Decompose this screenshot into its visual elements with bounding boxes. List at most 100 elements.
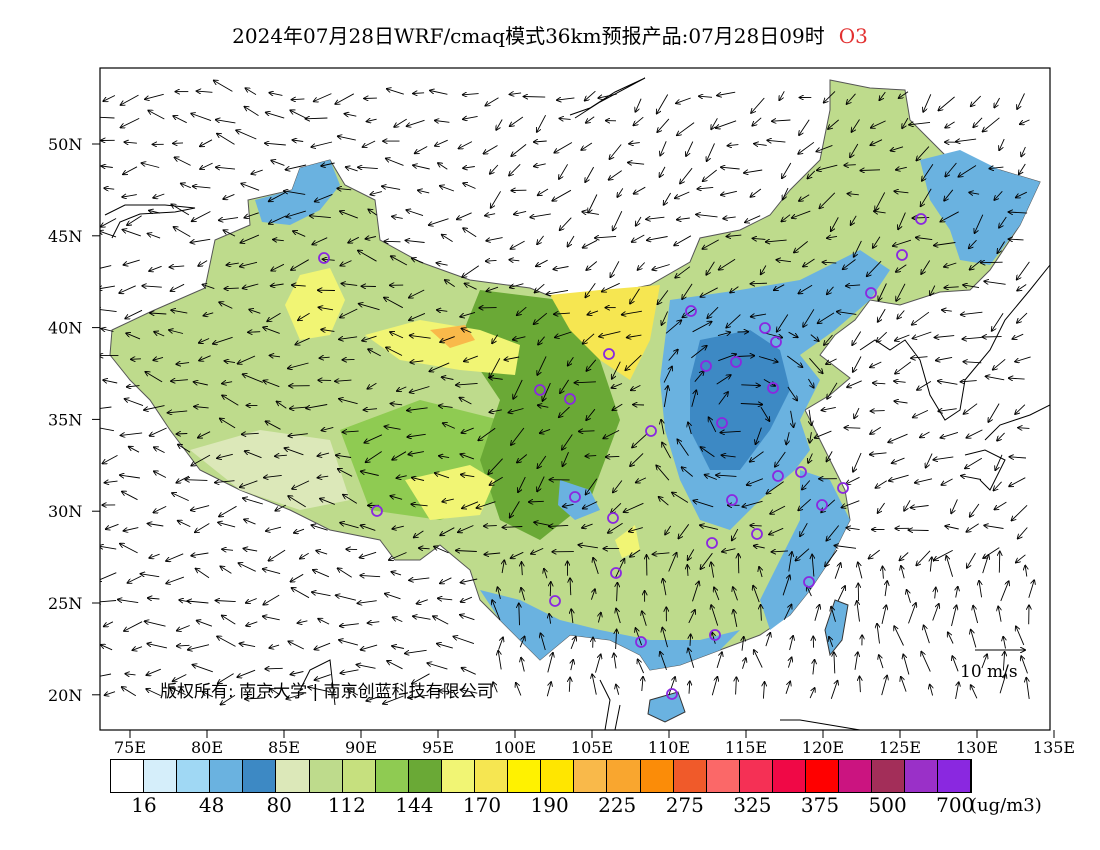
wind-vector xyxy=(171,310,188,313)
wind-vector xyxy=(516,683,522,696)
wind-vector xyxy=(846,285,861,286)
wind-vector xyxy=(126,333,141,340)
wind-vector xyxy=(1021,656,1028,674)
colorbar-tick-label: 16 xyxy=(131,793,157,817)
wind-vector xyxy=(103,380,118,383)
wind-vector xyxy=(518,476,526,492)
wind-vector xyxy=(298,621,308,623)
colorbar-tick-label: 375 xyxy=(800,793,840,817)
wind-vector xyxy=(410,335,431,338)
wind-vector xyxy=(624,502,644,512)
wind-vector xyxy=(662,443,671,459)
wind-vector xyxy=(786,432,789,444)
wind-vector xyxy=(579,431,595,432)
wind-vector xyxy=(390,496,403,499)
hainan-island xyxy=(647,691,686,723)
wind-vector xyxy=(485,214,496,216)
wind-vector xyxy=(314,93,332,102)
wind-vector xyxy=(168,411,188,413)
wind-vector xyxy=(554,142,573,153)
wind-vector xyxy=(609,144,622,160)
colorbar-tick-label: 112 xyxy=(327,793,366,817)
wind-vector xyxy=(911,506,929,508)
wind-vector xyxy=(711,562,714,578)
wind-vector xyxy=(783,605,791,620)
wind-vector xyxy=(738,554,739,574)
wind-vector xyxy=(319,307,334,310)
wind-vector xyxy=(405,649,427,653)
wind-vector xyxy=(942,310,952,311)
wind-vector xyxy=(127,215,142,225)
wind-vector xyxy=(999,674,1006,694)
wind-vector xyxy=(105,481,118,483)
wind-vector xyxy=(1017,312,1028,323)
colorbar-swatch xyxy=(177,760,211,792)
wind-vector xyxy=(241,234,260,243)
wind-vector xyxy=(410,386,430,393)
wind-vector xyxy=(225,361,236,363)
wind-vector xyxy=(437,310,448,311)
wind-vector xyxy=(213,336,233,344)
wind-vector xyxy=(245,107,259,116)
wind-vector xyxy=(358,251,377,262)
wind-vector xyxy=(174,227,191,237)
wind-vector xyxy=(492,334,498,344)
wind-vector xyxy=(659,497,669,506)
wind-vector xyxy=(614,653,616,669)
wind-vector xyxy=(243,498,263,505)
wind-vector xyxy=(537,455,547,468)
wind-vector xyxy=(318,453,330,456)
wind-vector xyxy=(534,164,546,167)
wind-vector xyxy=(463,94,479,95)
wind-vector xyxy=(392,646,404,649)
wind-vector xyxy=(822,407,836,410)
wind-vector xyxy=(200,139,213,147)
wind-vector xyxy=(1018,428,1030,429)
wind-vector xyxy=(288,362,309,368)
station-circle xyxy=(603,348,615,360)
wind-vector xyxy=(1009,378,1025,379)
wind-vector xyxy=(315,193,333,201)
wind-vector xyxy=(188,644,210,650)
wind-vector xyxy=(269,93,283,96)
wind-vector xyxy=(554,313,570,314)
wind-vector xyxy=(570,578,571,596)
wind-vector xyxy=(563,504,574,506)
wind-vector xyxy=(916,238,933,240)
wind-vector xyxy=(787,355,802,367)
wind-vector xyxy=(1012,333,1024,339)
wind-vector xyxy=(194,407,209,408)
wind-vector xyxy=(854,407,860,418)
zone-low-green xyxy=(190,430,350,510)
wind-vector xyxy=(248,332,261,333)
wind-vector xyxy=(292,285,306,286)
lon-tick-label: 130E xyxy=(956,738,998,757)
wind-vector xyxy=(366,695,381,701)
wind-vector xyxy=(941,431,959,437)
wind-vector xyxy=(359,304,380,311)
wind-vector xyxy=(871,120,886,128)
wind-vector xyxy=(437,644,453,649)
wind-vector xyxy=(720,431,741,432)
wind-vector xyxy=(171,380,188,381)
wind-vector xyxy=(646,217,665,219)
wind-vector xyxy=(971,95,982,106)
wind-vector xyxy=(613,211,623,230)
wind-vector xyxy=(461,475,475,477)
wind-vector xyxy=(100,231,117,238)
wind-vector xyxy=(219,302,233,309)
wind-vector xyxy=(177,645,190,646)
wind-vector xyxy=(682,467,693,477)
wind-vector xyxy=(660,166,666,177)
wind-vector xyxy=(614,559,624,579)
lon-tick-label: 125E xyxy=(879,738,921,757)
wind-vector xyxy=(609,170,622,180)
colorbar-swatch xyxy=(408,760,442,792)
wind-vector xyxy=(754,144,767,146)
wind-vector xyxy=(809,358,822,373)
colorbar-swatch xyxy=(938,760,972,792)
wind-vector xyxy=(412,258,424,264)
wind-vector xyxy=(194,382,208,386)
wind-vector xyxy=(911,357,928,358)
